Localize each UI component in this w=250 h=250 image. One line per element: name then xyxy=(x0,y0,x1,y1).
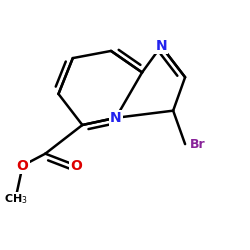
Text: CH$_3$: CH$_3$ xyxy=(4,192,28,206)
Text: O: O xyxy=(70,158,82,172)
Text: N: N xyxy=(110,111,122,125)
Text: N: N xyxy=(156,39,167,53)
Text: Br: Br xyxy=(190,138,206,150)
Text: O: O xyxy=(17,158,28,172)
